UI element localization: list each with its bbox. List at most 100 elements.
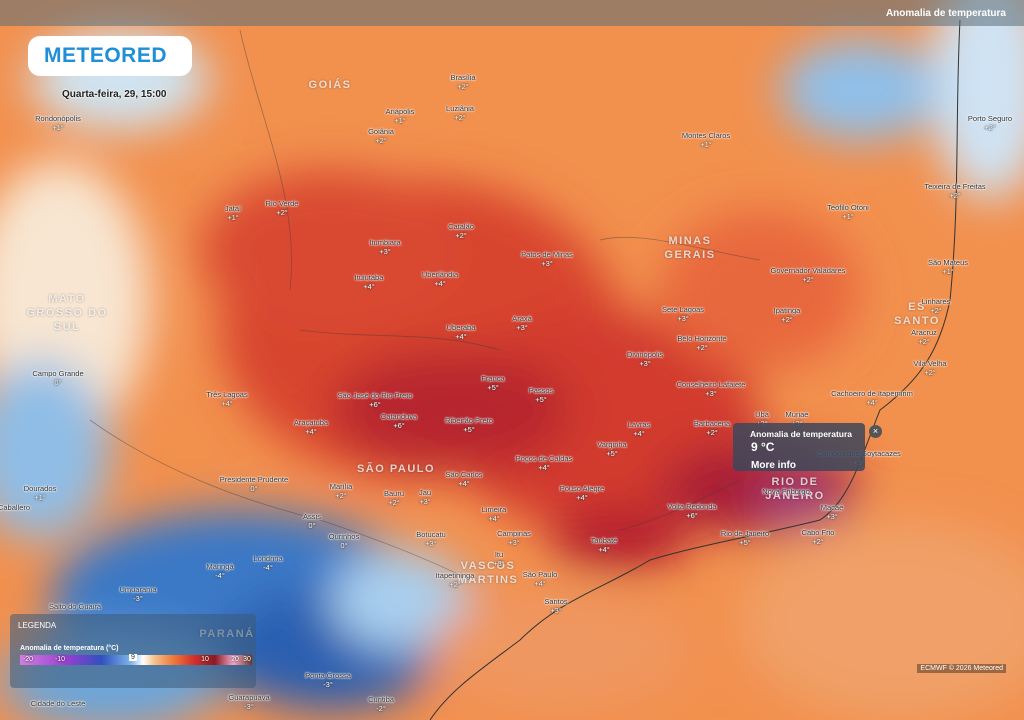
anomaly-value: 0°: [340, 541, 348, 550]
city-label: Ponta Grossa -3°: [305, 671, 351, 689]
city-name: Conselheiro Lafaiete: [676, 380, 746, 389]
popup: [733, 423, 865, 471]
anomaly-value: +1°: [34, 493, 46, 502]
city-label: Presidente Prudente 0°: [220, 475, 288, 493]
anomaly-value: +2°: [388, 498, 400, 507]
popup-close[interactable]: ×: [869, 425, 882, 438]
city-label: Passos +5°: [529, 386, 554, 404]
city-label: Luziânia +2°: [446, 104, 474, 122]
region-line: VASCOS: [460, 560, 516, 572]
city-name: Marília: [329, 482, 353, 491]
city-name: Assis: [303, 512, 321, 521]
city-label: Macaé +3°: [821, 503, 844, 521]
region-line: SUL: [53, 321, 81, 333]
city-name: Maringá: [206, 562, 234, 571]
region-label: SÃO PAULO: [357, 462, 435, 476]
anomaly-value: +4°: [633, 429, 645, 438]
city-label: Marília +2°: [330, 482, 353, 500]
city-label: Araçatuba +4°: [294, 418, 328, 436]
anomaly-value: +4°: [576, 493, 588, 502]
city-name: Belo Horizonte: [677, 334, 727, 343]
legend: [10, 614, 256, 688]
legend-subtitle: Anomalia de temperatura (°C): [20, 645, 119, 652]
city-name: Volta Redonda: [667, 502, 717, 511]
anomaly-value: +2°: [375, 136, 387, 145]
city-name: Patos de Minas: [521, 250, 573, 259]
anomaly-value: +2°: [449, 580, 461, 589]
city-label: Uberaba +4°: [447, 323, 476, 341]
city-name: Anápolis: [385, 107, 415, 116]
city-label: Lavras +4°: [628, 420, 651, 438]
city-name: Pouso Alegre: [559, 484, 605, 493]
region-line: SÃO PAULO: [356, 463, 436, 475]
city-label: Três Lagoas +4°: [206, 390, 247, 408]
city-name: Nova Friburgo: [762, 487, 810, 496]
anomaly-value: +3°: [541, 259, 553, 268]
anomaly-value: +1°: [842, 212, 854, 221]
city-name: São Carlos: [445, 470, 483, 479]
city-name: Passos: [528, 386, 554, 395]
anomaly-value: +3°: [826, 512, 838, 521]
anomaly-value: +5°: [487, 383, 499, 392]
city-label: Ourinhos 0°: [329, 532, 359, 550]
anomaly-value: +2°: [949, 191, 961, 200]
region-label: VASCOS MARTINS: [458, 559, 519, 587]
city-label: Barbacena +2°: [694, 419, 730, 437]
anomaly-value: +3°: [516, 323, 528, 332]
anomaly-value: +5°: [739, 538, 751, 547]
city-name: Itu: [494, 550, 504, 559]
anomaly-value: +2°: [802, 275, 814, 284]
city-name: Teófilo Otoni: [827, 203, 869, 212]
city-label: Guarapuava -3°: [228, 693, 269, 711]
anomaly-value: +3°: [425, 539, 437, 548]
anomaly-value: +1°: [700, 140, 712, 149]
legend-tick: -10: [54, 656, 66, 663]
region-line: ES: [908, 301, 926, 313]
city-label: Cachoeiro de Itapemirim +4°: [831, 389, 913, 407]
forecast-date: Quarta-feira, 29, 15:00: [62, 89, 167, 100]
anomaly-value: 0°: [308, 521, 316, 530]
more-info-link[interactable]: More info: [751, 460, 796, 471]
city-name: Santos: [544, 597, 568, 606]
city-name: Ribeirão Preto: [445, 416, 493, 425]
city-name: Rio Verde: [265, 199, 299, 208]
anomaly-value: -3°: [133, 594, 143, 603]
anomaly-value: +3°: [508, 538, 520, 547]
region-label: ES SANTO: [894, 300, 940, 328]
city-name: Ubá: [755, 410, 769, 419]
layer-name[interactable]: Anomalia de temperatura: [885, 8, 1006, 19]
city-name: São José do Rio Preto: [337, 391, 413, 400]
city-name: Brasília: [450, 73, 476, 82]
anomaly-value: +6°: [369, 400, 381, 409]
region-label: MATO GROSSO DO SUL: [26, 292, 107, 334]
city-label: Poços de Caldas +4°: [516, 454, 573, 472]
anomaly-value: +2°: [276, 208, 288, 217]
city-label: Conselheiro Lafaiete +3°: [677, 380, 746, 398]
city-name: Cidade do Leste: [30, 699, 86, 708]
city-label: Nova Friburgo: [762, 487, 810, 496]
region-line: GERAIS: [664, 249, 716, 261]
anomaly-value: +2°: [457, 82, 469, 91]
anomaly-value: +4°: [434, 279, 446, 288]
anomaly-value: +2°: [696, 343, 708, 352]
legend-tick: 20: [231, 656, 239, 663]
city-label: Catanduva +6°: [381, 412, 417, 430]
city-label: Maringá -4°: [206, 562, 233, 580]
city-name: Goiânia: [368, 127, 394, 136]
anomaly-value: +2°: [706, 428, 718, 437]
anomaly-value: +4°: [538, 463, 550, 472]
city-label: Uberlândia +4°: [422, 270, 458, 288]
logo[interactable]: METEORED: [44, 44, 168, 67]
city-name: Londrina: [253, 554, 283, 563]
city-label: Cidade do Leste: [31, 699, 86, 708]
city-label: Taubaté +4°: [591, 536, 618, 554]
city-name: Ponta Grossa: [305, 671, 351, 680]
anomaly-value: +1°: [942, 267, 954, 276]
anomaly-value: +3°: [639, 359, 651, 368]
city-label: Franca +5°: [481, 374, 504, 392]
city-name: Rio de Janeiro: [720, 529, 770, 538]
city-label: Campinas +3°: [497, 529, 531, 547]
city-name: Teixeira de Freitas: [924, 182, 986, 191]
anomaly-value: +5°: [535, 395, 547, 404]
